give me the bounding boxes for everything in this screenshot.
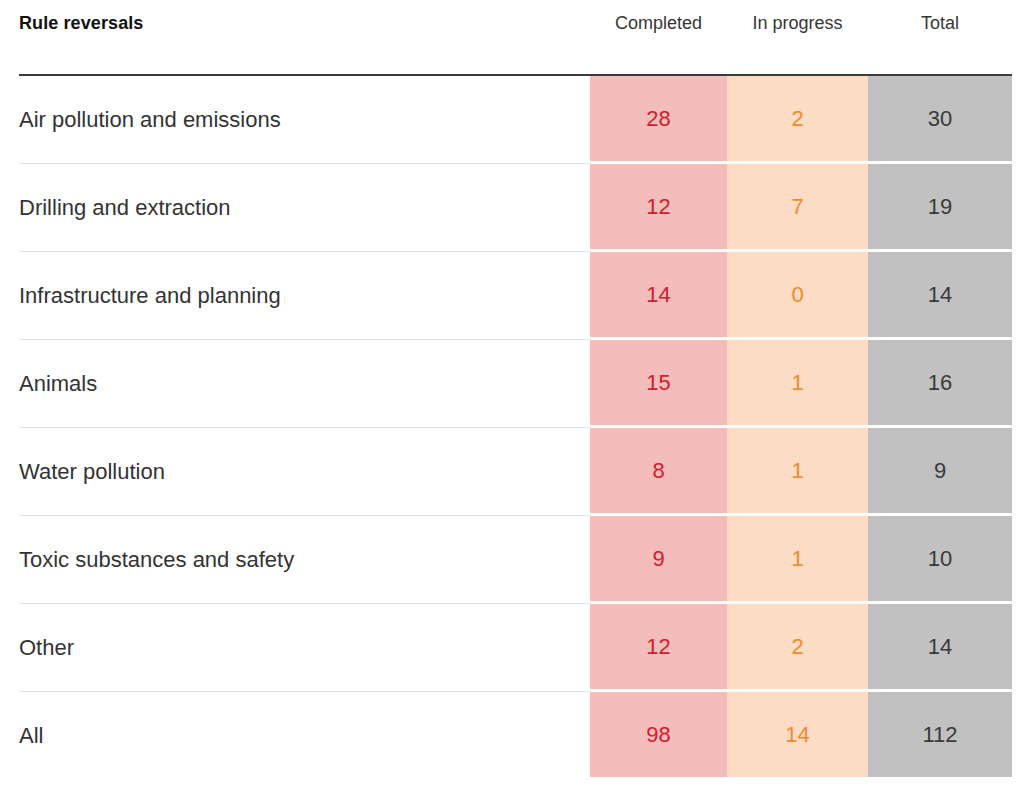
cell-in-progress: 14 [727, 692, 868, 780]
cell-in-progress: 1 [727, 428, 868, 516]
cell-in-progress: 7 [727, 164, 868, 252]
table-row: Air pollution and emissions 28 2 30 [19, 76, 1012, 164]
cell-completed: 14 [590, 252, 727, 340]
cell-in-progress: 1 [727, 340, 868, 428]
row-label: Drilling and extraction [19, 164, 590, 252]
row-label: Water pollution [19, 428, 590, 516]
table-row: Water pollution 8 1 9 [19, 428, 1012, 516]
cell-total: 112 [868, 692, 1012, 780]
rule-reversals-table: Rule reversals Completed In progress Tot… [0, 0, 1023, 785]
row-label: Toxic substances and safety [19, 516, 590, 604]
row-label: Air pollution and emissions [19, 76, 590, 164]
cell-in-progress: 0 [727, 252, 868, 340]
table-row: Drilling and extraction 12 7 19 [19, 164, 1012, 252]
cell-completed: 9 [590, 516, 727, 604]
column-header-in-progress: In progress [727, 13, 868, 34]
row-label: All [19, 692, 590, 780]
table-row: Toxic substances and safety 9 1 10 [19, 516, 1012, 604]
cell-completed: 12 [590, 604, 727, 692]
cell-total: 14 [868, 252, 1012, 340]
cell-in-progress: 2 [727, 604, 868, 692]
table-header: Rule reversals Completed In progress Tot… [19, 0, 1012, 76]
cell-completed: 8 [590, 428, 727, 516]
cell-total: 19 [868, 164, 1012, 252]
cell-in-progress: 1 [727, 516, 868, 604]
cell-completed: 15 [590, 340, 727, 428]
table-row: Animals 15 1 16 [19, 340, 1012, 428]
cell-total: 16 [868, 340, 1012, 428]
table-row: Infrastructure and planning 14 0 14 [19, 252, 1012, 340]
table-row: All 98 14 112 [19, 692, 1012, 780]
cell-in-progress: 2 [727, 76, 868, 164]
column-header-total: Total [868, 13, 1012, 34]
table-row: Other 12 2 14 [19, 604, 1012, 692]
cell-total: 14 [868, 604, 1012, 692]
cell-total: 10 [868, 516, 1012, 604]
cell-total: 30 [868, 76, 1012, 164]
column-header-completed: Completed [590, 13, 727, 34]
cell-completed: 28 [590, 76, 727, 164]
cell-completed: 98 [590, 692, 727, 780]
row-label: Infrastructure and planning [19, 252, 590, 340]
cell-total: 9 [868, 428, 1012, 516]
cell-completed: 12 [590, 164, 727, 252]
page-title: Rule reversals [19, 13, 590, 34]
row-label: Animals [19, 340, 590, 428]
row-label: Other [19, 604, 590, 692]
table: Rule reversals Completed In progress Tot… [19, 0, 1012, 780]
